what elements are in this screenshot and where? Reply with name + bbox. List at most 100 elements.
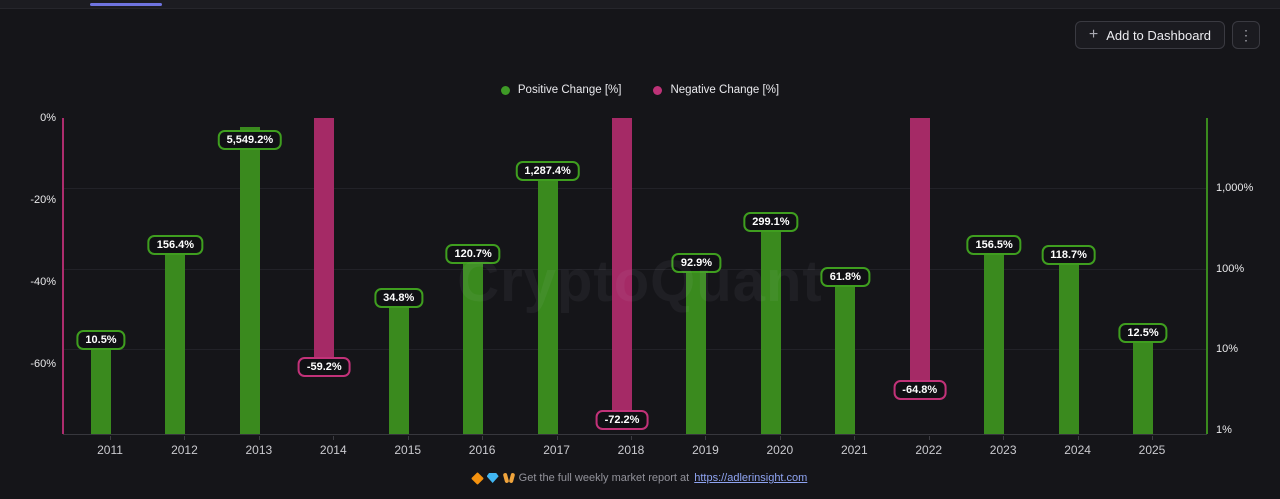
add-to-dashboard-label: Add to Dashboard <box>1106 27 1211 43</box>
bar-2020[interactable] <box>760 229 781 434</box>
add-to-dashboard-button[interactable]: + Add to Dashboard <box>1074 21 1225 49</box>
legend-item-negative[interactable]: Negative Change [%] <box>653 84 779 96</box>
bar-2013[interactable] <box>239 126 260 434</box>
active-tab-indicator[interactable] <box>90 3 162 6</box>
bar-value-label-2011: 10.5% <box>76 329 126 350</box>
right-axis-line <box>1206 118 1208 434</box>
x-axis-label-2020: 2020 <box>766 443 794 457</box>
x-axis-tick <box>779 436 781 440</box>
top-tab-strip <box>0 0 1280 9</box>
bar-2012[interactable] <box>165 251 186 434</box>
left-axis-line <box>62 118 64 434</box>
left-axis-tick-label: 0% <box>40 112 56 124</box>
x-axis-tick <box>184 436 186 440</box>
x-axis-tick <box>556 436 558 440</box>
bar-value-label-2022: -64.8% <box>893 379 947 400</box>
gridline <box>63 349 1207 351</box>
negative-legend-dot-icon <box>653 85 663 95</box>
x-axis-tick <box>705 436 707 440</box>
bar-value-label-2021: 61.8% <box>820 267 870 288</box>
x-axis-label-2025: 2025 <box>1138 443 1166 457</box>
legend-item-label: Positive Change [%] <box>517 84 622 96</box>
footer: Get the full weekly market report at htt… <box>0 471 1280 485</box>
bar-value-label-2025: 12.5% <box>1118 323 1168 344</box>
bar-value-label-2015: 34.8% <box>374 287 424 308</box>
bar-value-label-2013: 5,549.2% <box>217 130 283 150</box>
bar-2019[interactable] <box>686 270 707 434</box>
plus-icon: + <box>1088 26 1099 43</box>
right-axis-tick-label: 100% <box>1216 262 1245 275</box>
bar-2016[interactable] <box>463 261 484 434</box>
bar-value-label-2016: 120.7% <box>445 244 501 264</box>
gridline <box>63 268 1207 270</box>
left-axis-tick-labels: 0% -20% -40% -60% <box>16 112 56 435</box>
more-options-button[interactable]: ⋮ <box>1232 21 1260 49</box>
x-axis-tick <box>1077 436 1079 440</box>
x-axis-label-2022: 2022 <box>915 443 943 457</box>
gridline <box>63 187 1207 189</box>
plot-area: 10.5% 156.4% 5,549.2% -59.2% 34.8% 120.7% 1,28… <box>62 118 1208 435</box>
x-axis-label-2019: 2019 <box>692 443 719 457</box>
x-axis-tick <box>258 436 260 440</box>
x-axis-label-2021: 2021 <box>840 443 868 457</box>
orange-diamond-icon <box>470 471 484 485</box>
bar-2017[interactable] <box>537 178 558 434</box>
legend-item-positive[interactable]: Positive Change [%] <box>500 84 622 96</box>
bar-value-label-2018: -72.2% <box>595 410 649 431</box>
right-axis-tick-label: 1% <box>1216 424 1232 436</box>
x-axis-label-2017: 2017 <box>543 443 570 457</box>
footer-link[interactable]: https://adlerinsight.com <box>694 472 808 484</box>
bar-2018[interactable] <box>612 118 632 415</box>
x-axis-tick <box>407 436 409 440</box>
bar-value-label-2019: 92.9% <box>671 253 722 274</box>
x-axis-label-2023: 2023 <box>989 443 1017 457</box>
x-axis-label-2015: 2015 <box>394 443 422 457</box>
x-axis-ticks <box>63 436 1207 441</box>
x-axis-label-2011: 2011 <box>97 443 123 457</box>
x-axis-tick <box>631 436 632 440</box>
x-axis-label-2013: 2013 <box>245 443 273 457</box>
raised-hands-icon <box>502 472 515 484</box>
left-axis-tick-label: -20% <box>30 194 56 206</box>
x-axis-tick <box>482 436 484 440</box>
x-axis-label-2012: 2012 <box>171 443 198 457</box>
right-axis-tick-label: 10% <box>1216 343 1239 356</box>
bar-2024[interactable] <box>1058 261 1079 434</box>
positive-legend-dot-icon <box>500 85 510 95</box>
right-axis-tick-label: 1,000% <box>1216 181 1254 194</box>
bar-2014[interactable] <box>314 118 335 361</box>
bar-value-label-2012: 156.4% <box>147 234 204 255</box>
x-axis-label-2016: 2016 <box>468 443 496 457</box>
right-axis-tick-labels: 1,000% 100% 10% 1% <box>1216 118 1268 436</box>
bar-2023[interactable] <box>984 251 1005 434</box>
x-axis-label-2014: 2014 <box>319 443 347 457</box>
x-axis-label-2024: 2024 <box>1064 443 1091 457</box>
bar-2025[interactable] <box>1133 340 1154 434</box>
x-axis-tick <box>854 436 856 440</box>
bar-2011[interactable] <box>91 346 111 434</box>
bar-value-label-2023: 156.5% <box>966 234 1022 255</box>
chart-legend: Positive Change [%] Negative Change [%] <box>0 84 1280 96</box>
blue-gem-icon <box>486 473 499 483</box>
toolbar: + Add to Dashboard ⋮ <box>1074 21 1260 49</box>
bar-2021[interactable] <box>835 284 856 434</box>
x-axis-tick <box>1003 436 1005 440</box>
x-axis-tick <box>110 436 111 440</box>
bar-2015[interactable] <box>388 304 409 434</box>
bar-value-label-2017: 1,287.4% <box>515 161 580 182</box>
x-axis-label-2018: 2018 <box>617 443 645 457</box>
x-axis-tick <box>333 436 335 440</box>
x-axis-tick <box>1152 436 1154 440</box>
x-axis-tick <box>928 436 930 440</box>
x-axis-labels: 2011 2012 2013 2014 2015 2016 2017 2018 2019 2020… <box>63 443 1207 459</box>
bar-2022[interactable] <box>909 118 930 384</box>
bar-value-label-2020: 299.1% <box>743 212 799 233</box>
left-axis-tick-label: -40% <box>30 276 56 288</box>
bar-value-label-2024: 118.7% <box>1041 244 1096 265</box>
kebab-icon: ⋮ <box>1239 26 1253 43</box>
footer-text: Get the full weekly market report at <box>518 472 690 484</box>
bar-value-label-2014: -59.2% <box>297 356 351 377</box>
left-axis-tick-label: -60% <box>30 358 56 370</box>
legend-item-label: Negative Change [%] <box>670 84 780 96</box>
